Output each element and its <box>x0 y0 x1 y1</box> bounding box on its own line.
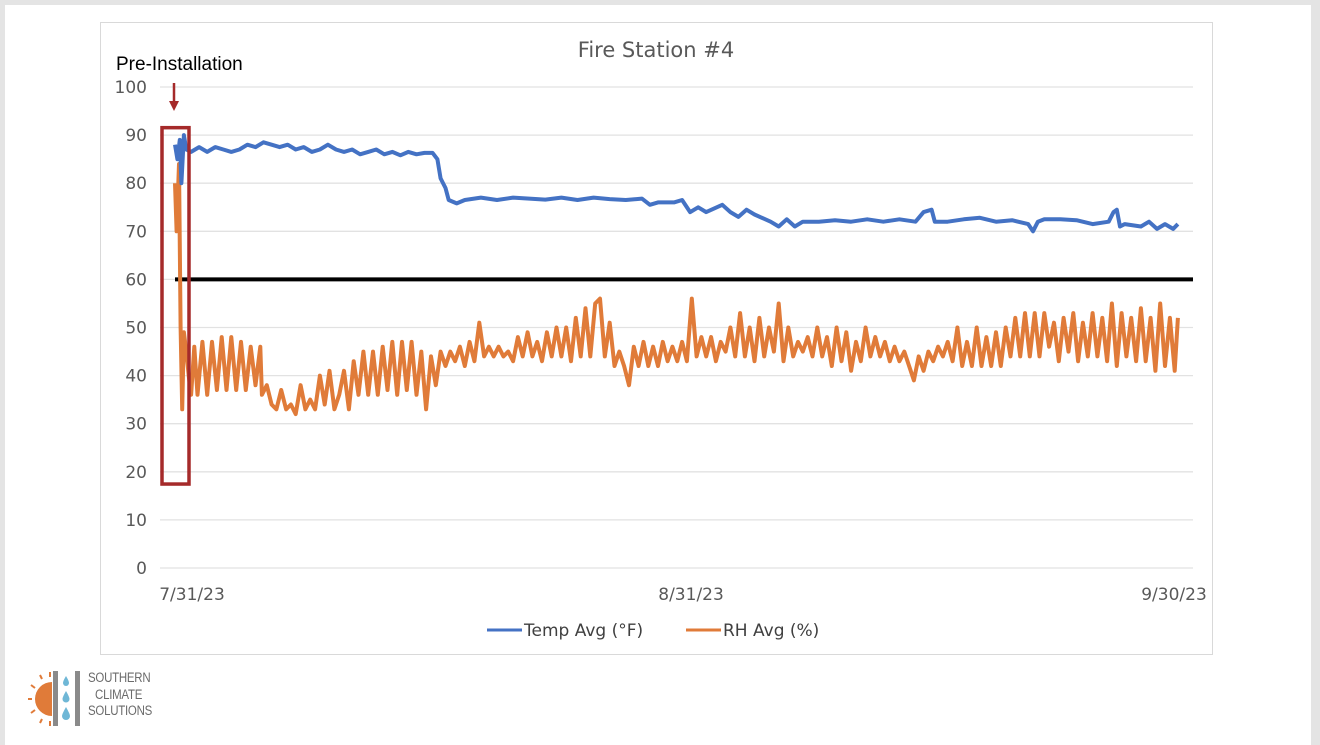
logo-line-1: SOUTHERN <box>88 670 151 685</box>
logo-text: SOUTHERN CLIMATE SOLUTIONS <box>88 670 156 720</box>
y-tick-label: 20 <box>125 463 147 483</box>
y-tick-label: 90 <box>125 126 147 146</box>
legend-label-rh: RH Avg (%) <box>723 621 819 641</box>
logo-bar-right <box>75 671 80 726</box>
logo-line-3: SOLUTIONS <box>88 703 153 718</box>
logo-icon <box>28 671 80 726</box>
logo-line-2: CLIMATE <box>95 686 143 702</box>
pre-installation-box <box>160 125 191 486</box>
rh-series-line <box>173 162 1180 417</box>
y-tick-label: 0 <box>136 559 147 579</box>
x-tick-label: 8/31/23 <box>658 585 724 605</box>
water-drop-icon <box>62 676 70 720</box>
temp-series-line <box>173 133 1180 234</box>
y-tick-label: 30 <box>125 415 147 435</box>
legend-label-temp: Temp Avg (°F) <box>523 621 643 641</box>
y-tick-label: 80 <box>125 174 147 194</box>
legend: Temp Avg (°F) RH Avg (%) <box>487 621 819 641</box>
y-tick-label: 50 <box>125 319 147 339</box>
down-arrow-icon <box>169 83 179 111</box>
y-tick-label: 60 <box>125 270 147 290</box>
y-tick-label: 40 <box>125 367 147 387</box>
pre-installation-label: Pre-Installation <box>116 54 243 75</box>
series-lines <box>173 133 1180 417</box>
x-tick-label: 7/31/23 <box>159 585 225 605</box>
logo-bar-left <box>53 671 58 726</box>
sun-icon <box>28 672 52 726</box>
y-tick-label: 100 <box>115 78 147 98</box>
y-tick-label: 70 <box>125 222 147 242</box>
y-axis-ticks: 0 10 20 30 40 50 60 70 80 90 100 <box>115 78 147 579</box>
y-tick-label: 10 <box>125 511 147 531</box>
x-tick-label: 9/30/23 <box>1141 585 1207 605</box>
x-axis-ticks: 7/31/23 8/31/23 9/30/23 <box>159 585 1207 605</box>
chart-title: Fire Station #4 <box>578 38 734 62</box>
